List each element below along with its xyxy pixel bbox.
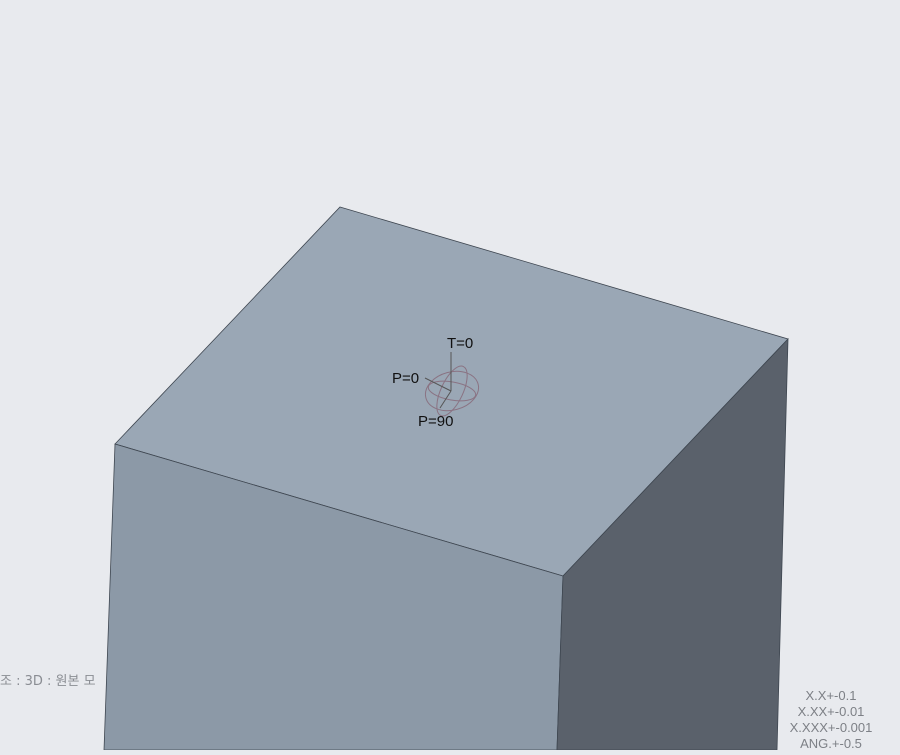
triad-label-p90: P=90 [418, 413, 453, 430]
triad-label-p0: P=0 [392, 370, 419, 387]
model-status-text: 조 : 3D : 원본 모 [0, 674, 96, 689]
tolerance-table: X.X+-0.1 X.XX+-0.01 X.XXX+-0.001 ANG.+-0… [776, 688, 886, 752]
spin-center-triad-icon [424, 352, 480, 417]
tolerance-row: X.XXX+-0.001 [789, 720, 873, 735]
triad-label-t: T=0 [447, 335, 473, 352]
tolerance-row: ANG.+-0.5 [800, 736, 862, 751]
tolerance-row: X.X+-0.1 [805, 688, 857, 703]
tolerance-row: X.XX+-0.01 [797, 704, 865, 719]
